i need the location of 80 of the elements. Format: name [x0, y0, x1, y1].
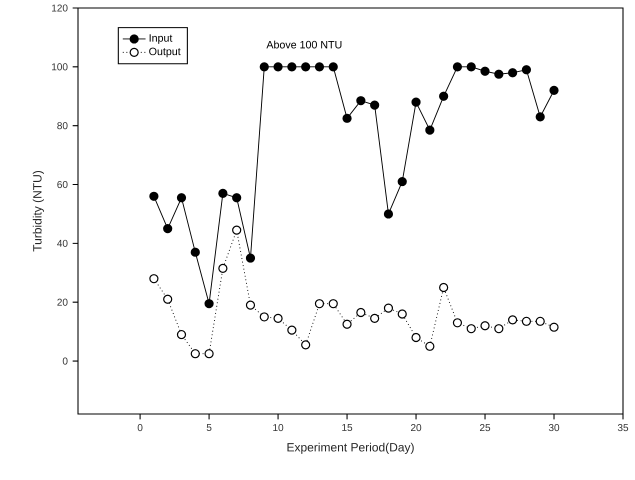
point [218, 264, 228, 273]
point [328, 299, 338, 308]
point [314, 62, 324, 72]
point [356, 96, 366, 106]
point [384, 209, 394, 219]
point [163, 294, 172, 304]
x-tick-label: 15 [342, 424, 352, 432]
point [273, 62, 283, 72]
point [190, 248, 200, 257]
point [536, 112, 545, 122]
point [494, 70, 504, 79]
point [149, 192, 158, 201]
point [149, 274, 158, 284]
y-tick-label: 0 [62, 358, 68, 365]
point [425, 125, 434, 135]
point [232, 226, 242, 235]
point [232, 193, 242, 202]
point [176, 330, 186, 340]
point [328, 62, 338, 72]
point [480, 66, 490, 76]
point [549, 86, 559, 95]
annotation: Above 100 NTU [266, 40, 342, 48]
x-tick-label: 5 [206, 424, 212, 432]
point [522, 65, 532, 74]
y-tick-label: 80 [57, 122, 68, 130]
y-tick-label: 60 [57, 180, 68, 188]
point [508, 68, 518, 78]
point [411, 332, 421, 342]
point [439, 282, 448, 292]
point [466, 324, 476, 334]
point [411, 98, 421, 107]
point [342, 114, 352, 123]
y-axis-title: Turbidity (NTU) [32, 170, 44, 252]
point [536, 316, 545, 326]
point [246, 300, 256, 310]
point [342, 320, 352, 329]
legend-label: Output [149, 48, 181, 58]
point [260, 62, 269, 72]
y-tick-label: 40 [57, 240, 68, 247]
point [204, 299, 214, 308]
point [452, 62, 462, 72]
y-tick-label: 20 [57, 298, 68, 306]
x-tick-label: 10 [273, 424, 284, 432]
x-tick-label: 20 [410, 424, 422, 432]
point [549, 322, 559, 332]
point [176, 193, 186, 202]
point [287, 326, 296, 335]
point [204, 349, 214, 358]
point [163, 224, 172, 234]
legend-label: Input [150, 34, 172, 44]
point [466, 62, 476, 72]
x-tick-label: 35 [618, 424, 628, 432]
point [522, 316, 532, 326]
point [370, 314, 380, 323]
point [273, 314, 283, 323]
x-tick-label: 30 [548, 424, 560, 432]
point [508, 315, 518, 324]
point [425, 342, 434, 351]
point [384, 303, 394, 313]
point [494, 324, 504, 334]
x-axis-title: Experiment Period(Day) [287, 442, 414, 454]
point [398, 309, 407, 319]
point [301, 62, 310, 72]
point [398, 176, 407, 186]
y-tick-label: 120 [52, 4, 68, 12]
point [301, 340, 310, 350]
y-tick-label: 100 [52, 63, 68, 70]
point [314, 299, 324, 308]
point [190, 349, 200, 358]
point [287, 62, 296, 72]
point [480, 321, 490, 330]
point [439, 92, 448, 101]
x-tick-label: 25 [480, 424, 490, 432]
point [452, 318, 462, 328]
point [260, 312, 269, 322]
x-tick-label: 0 [138, 424, 142, 432]
point [246, 253, 256, 263]
point [218, 188, 228, 198]
point [370, 100, 380, 110]
point [356, 308, 366, 318]
